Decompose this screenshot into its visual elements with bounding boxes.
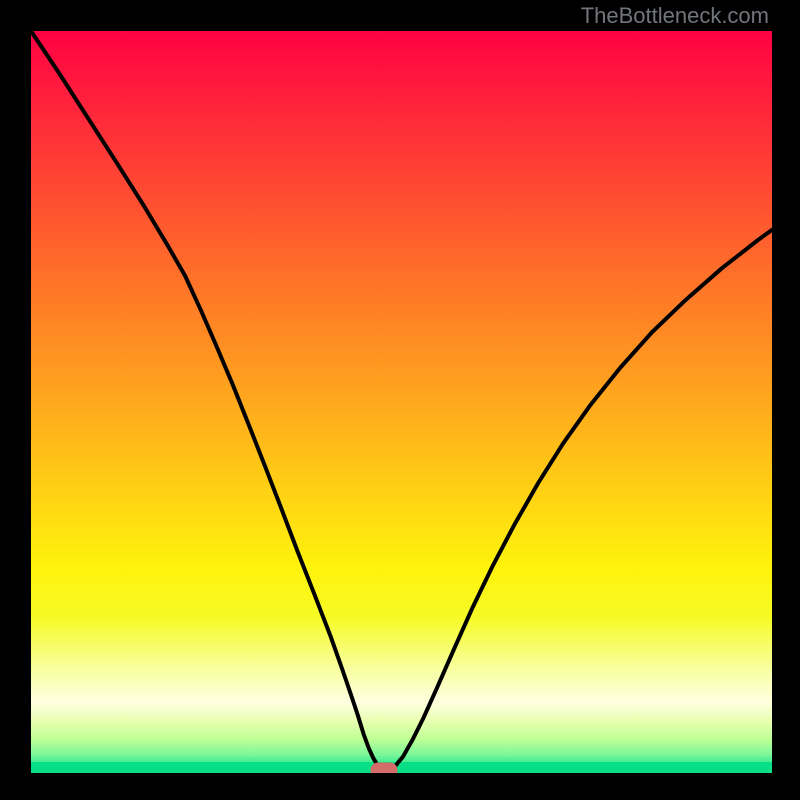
plot-area	[31, 31, 772, 773]
bottleneck-curve	[31, 31, 772, 770]
chart-stage: TheBottleneck.com	[0, 0, 800, 800]
watermark-text: TheBottleneck.com	[581, 3, 769, 29]
curve-svg	[31, 31, 772, 773]
bottleneck-marker	[371, 762, 398, 773]
